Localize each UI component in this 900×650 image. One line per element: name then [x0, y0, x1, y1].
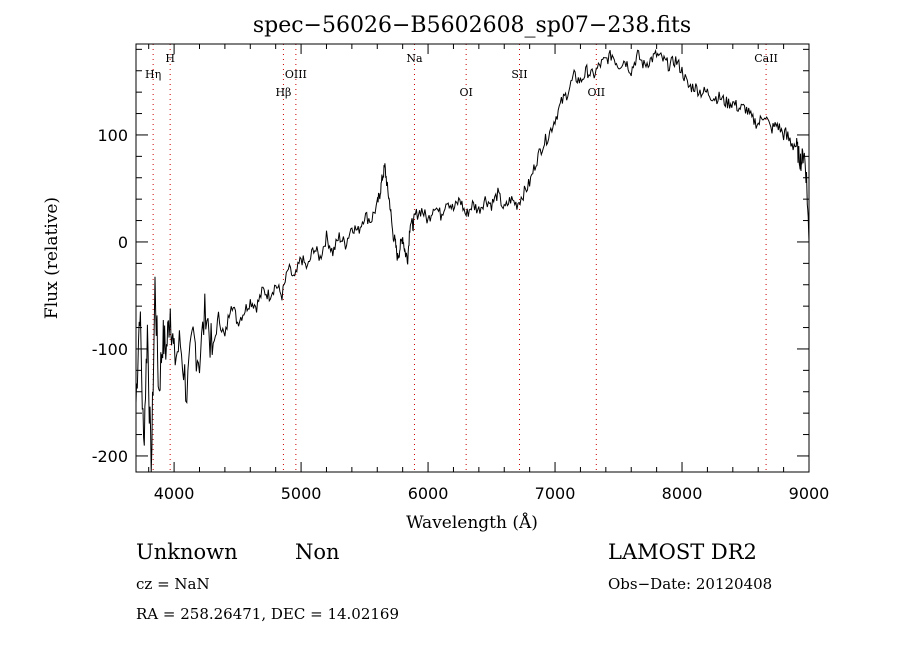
line-label-5: OI — [459, 86, 472, 99]
x-tick-label: 8000 — [662, 484, 703, 503]
spectrum-series — [135, 48, 810, 473]
line-label-7: OII — [587, 86, 605, 99]
redshift-info: cz = NaN — [136, 575, 210, 593]
x-tick-label: 5000 — [281, 484, 322, 503]
y-tick-label: 0 — [118, 233, 128, 252]
survey-name: LAMOST DR2 — [608, 540, 757, 564]
x-tick-label: 7000 — [535, 484, 576, 503]
line-label-4: Na — [406, 52, 423, 65]
x-tick-label: 4000 — [154, 484, 195, 503]
line-label-8: CaII — [754, 52, 778, 65]
y-tick-label: -100 — [92, 340, 128, 359]
x-axis-label: Wavelength (Å) — [406, 512, 538, 533]
line-label-3: OIII — [285, 68, 307, 81]
chart-title: spec−56026−B5602608_sp07−238.fits — [253, 13, 691, 38]
spectrum-trace — [135, 48, 810, 473]
y-tick-label: 100 — [97, 126, 128, 145]
line-label-0: Hη — [145, 68, 161, 81]
line-label-1: H — [165, 52, 175, 65]
y-axis-label: Flux (relative) — [42, 197, 62, 319]
axis-ticks: 4000 5000 6000 7000 8000 9000 -200 -100 0 100 — [92, 44, 830, 503]
y-tick-label: -200 — [92, 447, 128, 466]
observation-date: Obs−Date: 20120408 — [608, 575, 772, 593]
coordinates-info: RA = 258.26471, DEC = 14.02169 — [136, 605, 399, 623]
x-tick-label: 6000 — [408, 484, 449, 503]
object-class: Unknown — [136, 540, 238, 564]
line-label-6: SII — [511, 68, 527, 81]
x-tick-label: 9000 — [789, 484, 830, 503]
line-label-2: Hβ — [275, 86, 291, 99]
plot-frame — [135, 43, 810, 473]
object-subclass: Non — [295, 540, 340, 564]
spectral-line-markers: Hη H Hβ OIII Na OI SII OII CaII — [145, 44, 778, 472]
